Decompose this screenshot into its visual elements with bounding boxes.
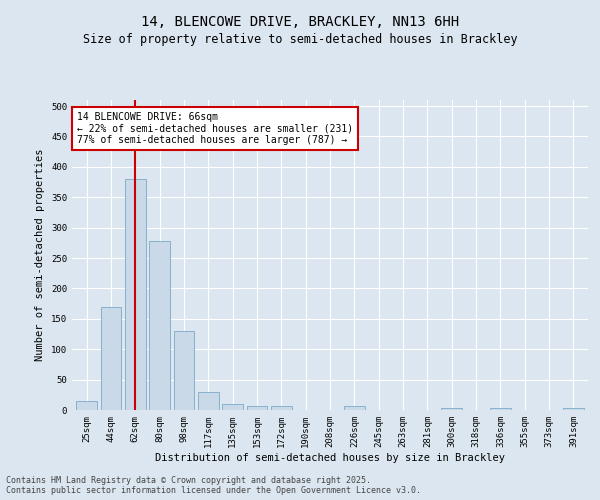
X-axis label: Distribution of semi-detached houses by size in Brackley: Distribution of semi-detached houses by …: [155, 452, 505, 462]
Bar: [173, 331, 194, 410]
Text: Contains HM Land Registry data © Crown copyright and database right 2025.
Contai: Contains HM Land Registry data © Crown c…: [6, 476, 421, 495]
Bar: [271, 406, 292, 410]
Text: 14 BLENCOWE DRIVE: 66sqm
← 22% of semi-detached houses are smaller (231)
77% of : 14 BLENCOWE DRIVE: 66sqm ← 22% of semi-d…: [77, 112, 353, 146]
Bar: [563, 408, 584, 410]
Bar: [344, 406, 365, 410]
Bar: [149, 241, 170, 410]
Bar: [247, 406, 268, 410]
Y-axis label: Number of semi-detached properties: Number of semi-detached properties: [35, 149, 46, 361]
Bar: [101, 306, 121, 410]
Bar: [442, 408, 462, 410]
Bar: [198, 392, 218, 410]
Bar: [76, 401, 97, 410]
Bar: [125, 179, 146, 410]
Bar: [490, 408, 511, 410]
Text: 14, BLENCOWE DRIVE, BRACKLEY, NN13 6HH: 14, BLENCOWE DRIVE, BRACKLEY, NN13 6HH: [141, 15, 459, 29]
Bar: [222, 404, 243, 410]
Text: Size of property relative to semi-detached houses in Brackley: Size of property relative to semi-detach…: [83, 32, 517, 46]
